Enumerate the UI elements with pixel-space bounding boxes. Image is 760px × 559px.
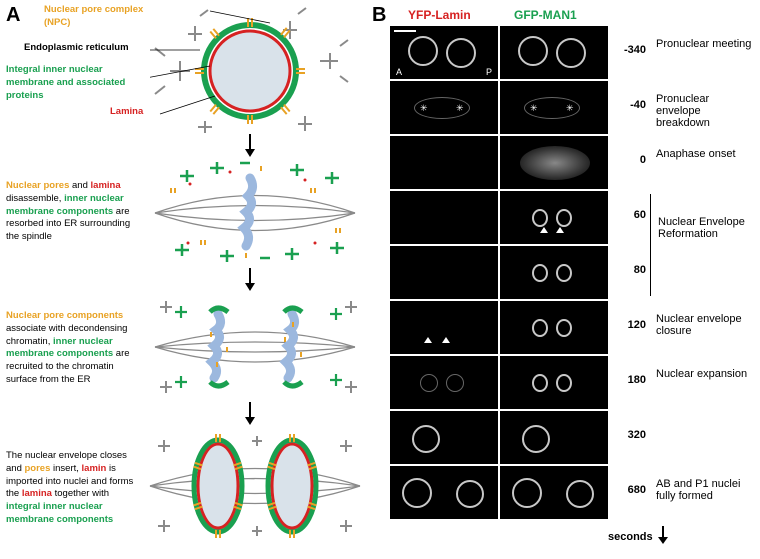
stage4-text: The nuclear envelope closes and pores in… [6, 450, 141, 527]
micrograph-gfp [500, 301, 608, 354]
text-fragment: disassemble, [6, 193, 64, 204]
text-fragment: Nuclear pore components [6, 310, 123, 321]
micrograph-row: ✳✳✳✳ [390, 81, 608, 134]
micrograph-yfp: AP [390, 26, 498, 79]
stage-label: Pronuclear envelope breakdown [656, 93, 756, 129]
stage-label: Nuclear expansion [656, 368, 756, 380]
micrograph-gfp [500, 246, 608, 299]
text-fragment: lamina [91, 180, 121, 191]
panel-a: A [0, 0, 370, 559]
micrograph-gfp [500, 411, 608, 464]
micrograph-yfp [390, 136, 498, 189]
seconds-label: seconds [608, 526, 670, 544]
micrograph-row [390, 301, 608, 354]
channel-gfp-label: GFP-MAN1 [514, 8, 577, 22]
micrograph-gfp [500, 191, 608, 244]
arrow-3-4 [240, 402, 260, 426]
panel-a-label: A [6, 4, 20, 27]
micrograph-grid: AP✳✳✳✳ [390, 26, 608, 521]
panel-b: B YFP-Lamin GFP-MAN1 AP✳✳✳✳ -340-4006080… [380, 0, 760, 559]
micrograph-gfp [500, 356, 608, 409]
arrow-2-3 [240, 268, 260, 292]
micrograph-row [390, 356, 608, 409]
text-fragment: and [69, 180, 90, 191]
legend-lamina: Lamina [110, 106, 170, 119]
bracket-line [650, 194, 651, 296]
micrograph-yfp [390, 191, 498, 244]
legend-inm: Integral inner nuclear membrane and asso… [6, 64, 136, 102]
legend-npc: Nuclear pore complex (NPC) [44, 4, 144, 30]
micrograph-gfp [500, 26, 608, 79]
text-fragment: integral inner nuclear membrane componen… [6, 501, 113, 525]
text-fragment: pores [25, 463, 51, 474]
micrograph-row [390, 411, 608, 464]
text-fragment: lamina [22, 488, 52, 499]
time-label: -40 [612, 99, 646, 111]
micrograph-gfp: ✳✳ [500, 81, 608, 134]
time-label: -340 [612, 44, 646, 56]
micrograph-row: AP [390, 26, 608, 79]
micrograph-gfp [500, 466, 608, 519]
time-label: 180 [612, 374, 646, 386]
micrograph-row [390, 191, 608, 244]
micrograph-yfp [390, 356, 498, 409]
time-label: 0 [612, 154, 646, 166]
time-label: 60 [612, 209, 646, 221]
diagram-stage4 [140, 426, 370, 546]
legend-er: Endoplasmic reticulum [24, 42, 144, 55]
micrograph-row [390, 246, 608, 299]
time-label: 120 [612, 319, 646, 331]
micrograph-yfp [390, 301, 498, 354]
micrograph-yfp [390, 246, 498, 299]
micrograph-row [390, 136, 608, 189]
time-label: 680 [612, 484, 646, 496]
micrograph-row [390, 466, 608, 519]
time-label: 80 [612, 264, 646, 276]
bracket-reform-label: Nuclear Envelope Reformation [658, 216, 753, 240]
text-fragment: insert, [50, 463, 81, 474]
time-label: 320 [612, 429, 646, 441]
text-fragment: together with [52, 488, 109, 499]
arrow-1-2 [240, 134, 260, 158]
diagram-stage2 [140, 158, 370, 268]
stage-label: Nuclear envelope closure [656, 313, 756, 337]
stage3-text: Nuclear pore components associate with d… [6, 310, 138, 387]
panel-b-label: B [372, 4, 386, 27]
micrograph-yfp [390, 411, 498, 464]
diagram-stage3 [140, 292, 370, 402]
micrograph-yfp: ✳✳ [390, 81, 498, 134]
stage2-text: Nuclear pores and lamina disassemble, in… [6, 180, 138, 244]
channel-yfp-label: YFP-Lamin [408, 8, 471, 22]
diagram-stage1 [150, 6, 350, 136]
micrograph-gfp [500, 136, 608, 189]
micrograph-yfp [390, 466, 498, 519]
stage-label: AB and P1 nuclei fully formed [656, 478, 756, 502]
stage-label: Pronuclear meeting [656, 38, 756, 50]
text-fragment: Nuclear pores [6, 180, 69, 191]
stage-label: Anaphase onset [656, 148, 756, 160]
text-fragment: lamin [82, 463, 107, 474]
